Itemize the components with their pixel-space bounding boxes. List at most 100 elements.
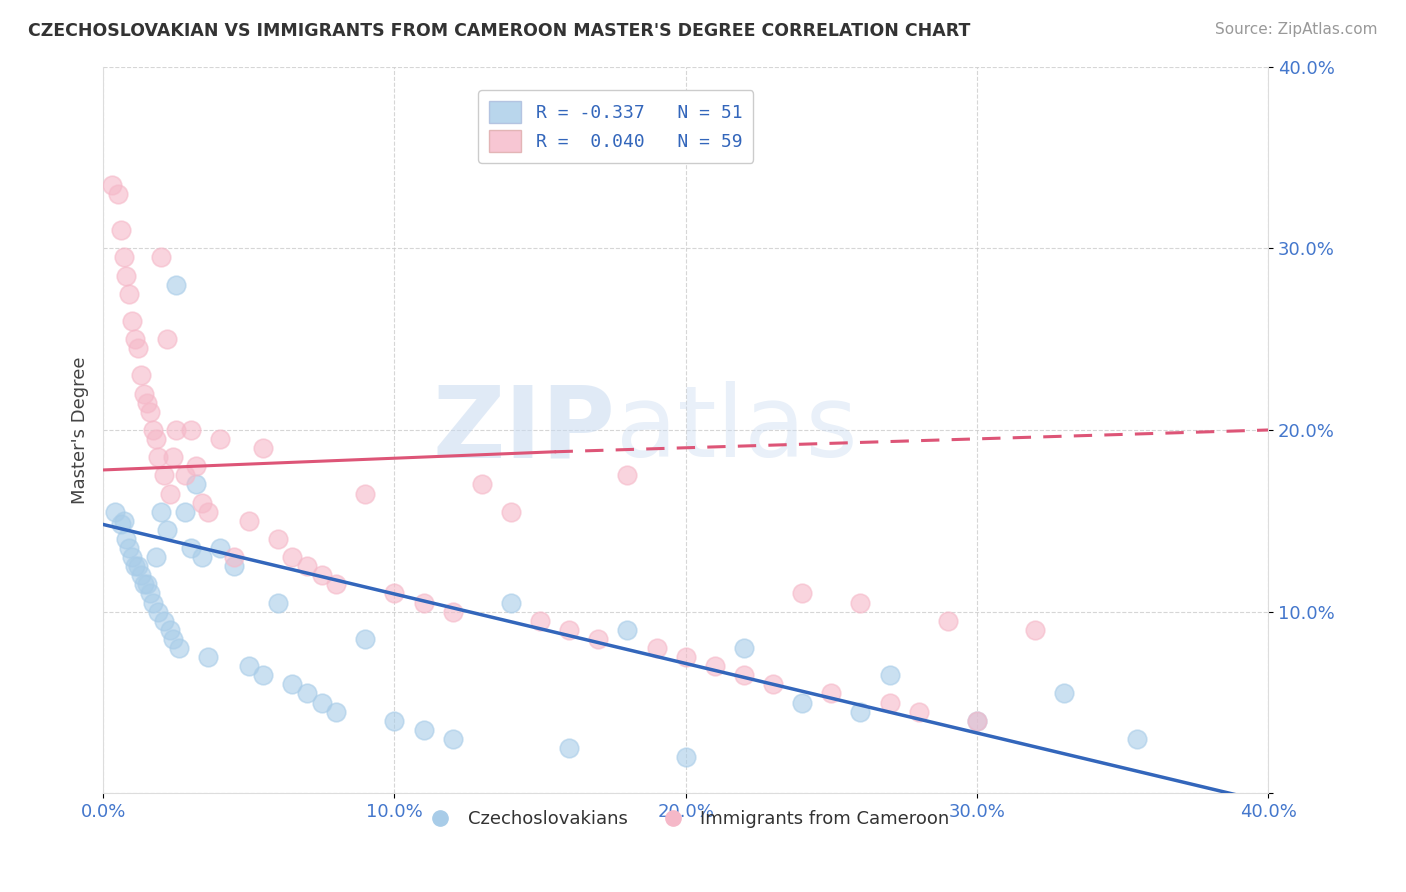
Point xyxy=(879,668,901,682)
Text: ZIP: ZIP xyxy=(433,382,616,478)
Point xyxy=(129,568,152,582)
Point xyxy=(384,586,406,600)
Point xyxy=(135,577,157,591)
Point xyxy=(167,640,190,655)
Text: CZECHOSLOVAKIAN VS IMMIGRANTS FROM CAMEROON MASTER'S DEGREE CORRELATION CHART: CZECHOSLOVAKIAN VS IMMIGRANTS FROM CAMER… xyxy=(28,22,970,40)
Point xyxy=(295,686,318,700)
Point xyxy=(165,277,187,292)
Point xyxy=(173,505,195,519)
Point xyxy=(267,532,290,546)
Point xyxy=(616,623,638,637)
Point xyxy=(135,395,157,409)
Point xyxy=(325,577,347,591)
Point xyxy=(281,677,304,691)
Point xyxy=(703,659,725,673)
Point xyxy=(616,468,638,483)
Point xyxy=(159,623,181,637)
Point xyxy=(173,468,195,483)
Point xyxy=(156,523,179,537)
Point xyxy=(162,632,184,646)
Point xyxy=(238,659,260,673)
Point xyxy=(966,714,988,728)
Point xyxy=(849,596,872,610)
Point xyxy=(186,459,208,474)
Point xyxy=(156,332,179,346)
Point xyxy=(148,605,170,619)
Point xyxy=(1126,731,1149,746)
Point xyxy=(267,596,290,610)
Point xyxy=(354,486,377,500)
Point xyxy=(252,441,274,455)
Point xyxy=(936,614,959,628)
Point xyxy=(115,268,138,283)
Point xyxy=(441,605,464,619)
Point xyxy=(191,550,214,565)
Point xyxy=(153,468,176,483)
Point xyxy=(110,223,132,237)
Point xyxy=(118,286,141,301)
Point xyxy=(645,640,668,655)
Point xyxy=(499,505,522,519)
Point xyxy=(179,541,201,555)
Point xyxy=(238,514,260,528)
Point xyxy=(966,714,988,728)
Point xyxy=(733,640,755,655)
Point xyxy=(191,496,214,510)
Point xyxy=(354,632,377,646)
Point xyxy=(197,650,219,665)
Point xyxy=(118,541,141,555)
Point xyxy=(762,677,785,691)
Point xyxy=(792,696,814,710)
Point xyxy=(150,505,173,519)
Point xyxy=(1053,686,1076,700)
Point xyxy=(145,550,167,565)
Point xyxy=(224,559,246,574)
Point xyxy=(499,596,522,610)
Point xyxy=(849,705,872,719)
Point xyxy=(281,550,304,565)
Point xyxy=(132,577,155,591)
Point xyxy=(127,559,149,574)
Point xyxy=(162,450,184,465)
Point xyxy=(558,740,581,755)
Point xyxy=(107,186,129,201)
Point xyxy=(124,559,146,574)
Text: atlas: atlas xyxy=(616,382,858,478)
Point xyxy=(112,514,135,528)
Point xyxy=(295,559,318,574)
Point xyxy=(159,486,181,500)
Point xyxy=(529,614,551,628)
Point xyxy=(588,632,610,646)
Point xyxy=(792,586,814,600)
Point xyxy=(733,668,755,682)
Point xyxy=(145,432,167,446)
Point xyxy=(208,432,231,446)
Point xyxy=(127,341,149,355)
Point xyxy=(208,541,231,555)
Point xyxy=(1024,623,1046,637)
Point xyxy=(384,714,406,728)
Point xyxy=(675,750,697,764)
Point xyxy=(150,251,173,265)
Point xyxy=(311,568,333,582)
Point xyxy=(412,723,434,737)
Point xyxy=(186,477,208,491)
Point xyxy=(101,178,124,192)
Point xyxy=(104,505,127,519)
Y-axis label: Master's Degree: Master's Degree xyxy=(72,356,89,504)
Point xyxy=(311,696,333,710)
Point xyxy=(879,696,901,710)
Point xyxy=(121,550,143,565)
Point xyxy=(110,517,132,532)
Point xyxy=(148,450,170,465)
Point xyxy=(165,423,187,437)
Point xyxy=(224,550,246,565)
Point xyxy=(142,596,165,610)
Point xyxy=(441,731,464,746)
Point xyxy=(179,423,201,437)
Point xyxy=(121,314,143,328)
Point xyxy=(675,650,697,665)
Point xyxy=(129,368,152,383)
Legend: Czechoslovakians, Immigrants from Cameroon: Czechoslovakians, Immigrants from Camero… xyxy=(415,803,956,835)
Point xyxy=(820,686,842,700)
